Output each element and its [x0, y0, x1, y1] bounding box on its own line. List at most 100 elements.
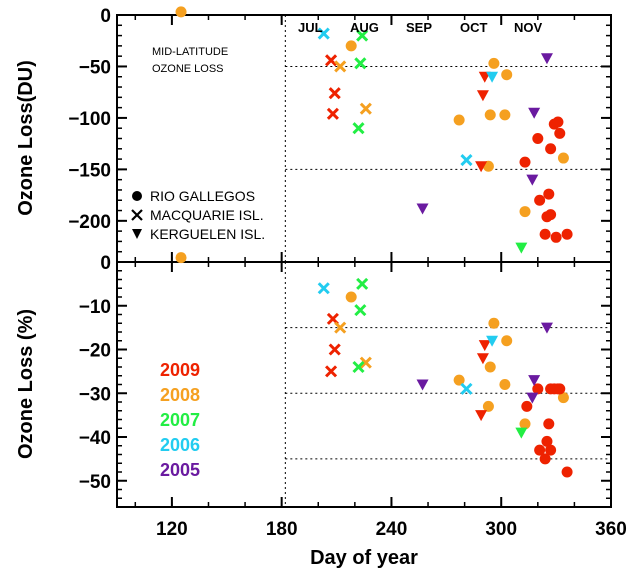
- bottom-point-macquarie-2007: [354, 304, 367, 317]
- bottom-point-rio-gallegos-2008: [519, 418, 531, 430]
- top-point-macquarie-2007: [352, 122, 365, 135]
- x-tick-label: 120: [156, 519, 188, 540]
- top-point-rio-gallegos-2009: [534, 194, 546, 206]
- bottom-point-rio-gallegos-2008: [488, 317, 500, 329]
- legend-rio-gallegos: RIO GALLEGOS: [150, 188, 255, 204]
- top-y-axis-label: Ozone Loss(DU): [15, 60, 37, 216]
- month-label-nov: NOV: [514, 20, 543, 35]
- bottom-point-kerguelen-2005: [416, 379, 429, 391]
- top-point-rio-gallegos-2009: [539, 228, 551, 240]
- bottom-point-rio-gallegos-2009: [554, 383, 566, 395]
- top-point-macquarie-2007: [356, 29, 369, 42]
- top-point-rio-gallegos-2009: [550, 231, 562, 243]
- bottom-y-tick-label: −40: [79, 428, 111, 449]
- month-label-aug: AUG: [350, 20, 379, 35]
- bottom-point-rio-gallegos-2008: [501, 335, 513, 347]
- bottom-point-rio-gallegos-2008: [453, 374, 465, 386]
- bottom-point-rio-gallegos-2009: [545, 444, 557, 456]
- bottom-point-kerguelen-2009: [476, 353, 489, 365]
- bottom-point-rio-gallegos-2008: [175, 252, 187, 264]
- bottom-y-tick-label: −20: [79, 341, 111, 362]
- top-point-kerguelen-2007: [515, 242, 528, 254]
- top-point-rio-gallegos-2008: [345, 40, 357, 52]
- bottom-point-macquarie-2006: [317, 282, 330, 295]
- top-point-rio-gallegos-2009: [554, 127, 566, 139]
- annotation-line-1: MID-LATITUDE: [152, 46, 228, 58]
- bottom-point-rio-gallegos-2008: [484, 361, 496, 373]
- top-point-rio-gallegos-2009: [545, 209, 557, 221]
- top-point-kerguelen-2005: [416, 203, 429, 215]
- bottom-point-rio-gallegos-2009: [539, 453, 551, 465]
- top-point-kerguelen-2005: [540, 53, 553, 65]
- bottom-point-rio-gallegos-2009: [521, 400, 533, 412]
- legend-macquarie: MACQUARIE ISL.: [150, 207, 264, 223]
- top-point-rio-gallegos-2009: [519, 156, 531, 168]
- bottom-point-rio-gallegos-2008: [345, 291, 357, 303]
- bottom-point-kerguelen-2007: [515, 427, 528, 439]
- bottom-point-rio-gallegos-2009: [561, 466, 573, 478]
- bottom-point-kerguelen-2009: [475, 410, 488, 422]
- top-point-macquarie-2007: [354, 57, 367, 70]
- x-tick-label: 360: [595, 519, 627, 540]
- top-point-kerguelen-2009: [476, 90, 489, 102]
- legend-triangle-marker: [132, 229, 142, 239]
- bottom-y-tick-label: 0: [100, 253, 111, 274]
- year-label-2009: 2009: [160, 360, 200, 380]
- bottom-point-macquarie-2007: [356, 277, 369, 290]
- bottom-y-tick-label: −10: [79, 297, 111, 318]
- bottom-point-rio-gallegos-2008: [557, 392, 569, 404]
- legend-circle-marker: [132, 191, 142, 201]
- x-tick-label: 300: [485, 519, 517, 540]
- top-point-kerguelen-2006: [486, 71, 499, 83]
- year-label-2005: 2005: [160, 460, 200, 480]
- month-label-oct: OCT: [460, 20, 488, 35]
- top-point-macquarie-2009: [325, 54, 338, 67]
- top-y-tick-label: 0: [100, 6, 111, 27]
- bottom-point-macquarie-2007: [352, 360, 365, 374]
- top-point-macquarie-2008: [359, 102, 372, 115]
- top-point-rio-gallegos-2008: [175, 6, 187, 18]
- legend-cross-marker: [131, 209, 143, 221]
- bottom-point-rio-gallegos-2008: [499, 379, 511, 390]
- top-point-macquarie-2009: [326, 107, 339, 120]
- top-point-rio-gallegos-2008: [484, 109, 496, 121]
- month-label-jul: JUL: [298, 20, 323, 35]
- top-y-tick-label: −200: [68, 212, 111, 233]
- top-y-tick-label: −50: [79, 57, 111, 78]
- bottom-point-kerguelen-2006: [486, 335, 499, 347]
- bottom-point-macquarie-2009: [328, 343, 341, 356]
- top-y-tick-label: −150: [68, 160, 111, 181]
- top-point-rio-gallegos-2008: [557, 152, 569, 164]
- top-point-rio-gallegos-2008: [501, 69, 513, 81]
- top-point-kerguelen-2005: [526, 174, 539, 186]
- top-point-rio-gallegos-2009: [561, 228, 573, 240]
- top-point-kerguelen-2005: [528, 107, 541, 119]
- bottom-point-macquarie-2009: [325, 365, 338, 378]
- top-point-rio-gallegos-2009: [545, 143, 557, 155]
- bottom-point-kerguelen-2005: [526, 392, 539, 404]
- bottom-point-rio-gallegos-2009: [532, 383, 544, 395]
- top-point-rio-gallegos-2009: [552, 116, 564, 128]
- top-point-rio-gallegos-2009: [532, 133, 544, 144]
- top-point-rio-gallegos-2009: [543, 188, 555, 200]
- top-point-rio-gallegos-2008: [488, 57, 500, 69]
- top-point-kerguelen-2009: [475, 161, 488, 173]
- bottom-y-tick-label: −30: [79, 384, 111, 405]
- legend-kerguelen: KERGUELEN ISL.: [150, 226, 265, 242]
- bottom-point-rio-gallegos-2008: [482, 400, 494, 412]
- year-label-2008: 2008: [160, 385, 200, 405]
- bottom-point-rio-gallegos-2009: [534, 444, 546, 456]
- x-tick-label: 180: [266, 519, 298, 540]
- annotation-line-2: OZONE LOSS: [152, 63, 224, 75]
- top-point-rio-gallegos-2008: [453, 114, 465, 126]
- bottom-point-rio-gallegos-2009: [543, 418, 555, 430]
- year-label-2007: 2007: [160, 410, 200, 430]
- bottom-point-macquarie-2008: [359, 356, 372, 369]
- month-label-sep: SEP: [406, 20, 432, 35]
- bottom-point-kerguelen-2009: [478, 340, 491, 352]
- top-point-rio-gallegos-2008: [519, 206, 531, 218]
- top-point-macquarie-2006: [460, 154, 473, 167]
- x-axis-label: Day of year: [310, 547, 418, 569]
- x-tick-label: 240: [376, 519, 408, 540]
